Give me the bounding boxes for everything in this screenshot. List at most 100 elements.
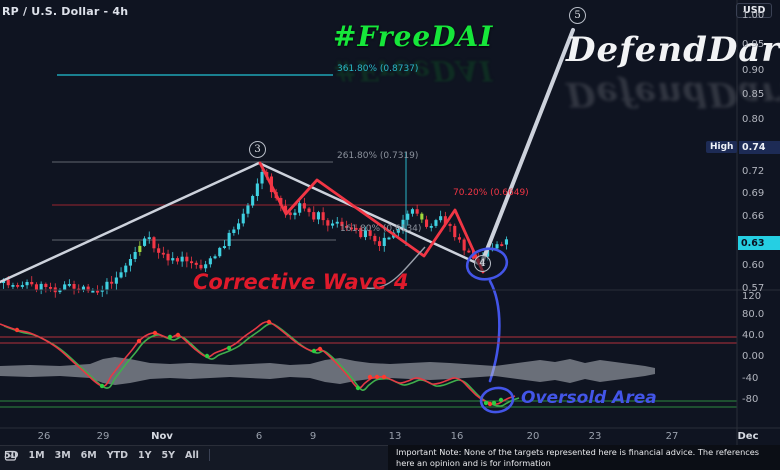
- axis-tick: 0.90: [742, 65, 765, 76]
- candle-body: [251, 196, 255, 206]
- candle-body: [312, 212, 316, 220]
- candle-body: [457, 237, 461, 240]
- oscillator-green-dot: [355, 385, 361, 391]
- candle-body: [143, 238, 147, 246]
- candle-body: [49, 287, 53, 289]
- oscillator-red-dot: [152, 330, 158, 336]
- candle-body: [72, 284, 76, 289]
- candle-body: [86, 286, 90, 291]
- range-button-3m[interactable]: 3M: [54, 449, 71, 461]
- range-button-1y[interactable]: 1Y: [137, 449, 152, 461]
- fib-label: 161.80% (0.6134): [340, 224, 422, 234]
- candle-body: [67, 284, 71, 286]
- candle-body: [359, 228, 363, 238]
- candle-body: [448, 224, 452, 226]
- candle-body: [378, 241, 382, 246]
- candle-body: [387, 237, 391, 240]
- hashtag-watermark: #FreeDAI: [333, 20, 494, 53]
- chart-canvas[interactable]: [0, 0, 780, 445]
- range-button-1m[interactable]: 1M: [28, 449, 45, 461]
- candle-body: [500, 244, 504, 246]
- disclaimer-line1: Important Note: None of the targets repr…: [396, 447, 760, 468]
- candle-body: [307, 208, 311, 213]
- candle-body: [354, 228, 358, 230]
- range-button-all[interactable]: All: [184, 449, 199, 461]
- candle-body: [232, 229, 236, 233]
- axis-tick: 0.85: [742, 89, 765, 100]
- candle-body: [128, 259, 132, 266]
- axis-tick: 0.00: [742, 351, 765, 362]
- corrective-zigzag: [258, 161, 485, 274]
- candle-body: [6, 279, 10, 286]
- candle-body: [434, 220, 438, 226]
- time-tick: 16: [450, 431, 464, 442]
- candle-body: [110, 281, 114, 284]
- candle-body: [81, 286, 85, 291]
- candle-body: [255, 183, 259, 196]
- candle-body: [11, 285, 15, 287]
- candle-body: [39, 283, 43, 291]
- corrective-pointer-line: [365, 246, 426, 289]
- wave-5-label: 5: [569, 7, 586, 24]
- candle-body: [157, 248, 161, 253]
- time-tick: 20: [526, 431, 540, 442]
- currency-button[interactable]: USD: [736, 3, 773, 18]
- candle-body: [368, 230, 372, 236]
- target-trendline: [479, 28, 575, 267]
- axis-tick: -40: [742, 373, 759, 384]
- high-badge: High: [706, 141, 738, 153]
- time-tick: 23: [588, 431, 602, 442]
- oscillator-red-dot: [317, 346, 323, 352]
- candle-body: [152, 237, 156, 249]
- oscillator-red-dot: [374, 374, 380, 380]
- high-value: 0.74: [739, 141, 780, 154]
- candle-body: [415, 209, 419, 214]
- axis-tick: 0.72: [742, 166, 765, 177]
- candle-body: [204, 264, 208, 269]
- disclaimer: Important Note: None of the targets repr…: [388, 445, 780, 470]
- range-button-6m[interactable]: 6M: [80, 449, 97, 461]
- candle-body: [293, 212, 297, 216]
- candle-body: [326, 220, 330, 226]
- candle-body: [288, 212, 292, 216]
- fib-label: 361.80% (0.8737): [337, 64, 419, 74]
- candle-body: [58, 289, 62, 293]
- candle-body: [396, 229, 400, 233]
- axis-tick: 0.66: [742, 211, 765, 222]
- signature-watermark: DefendDark: [566, 30, 780, 70]
- candle-body: [284, 205, 288, 213]
- candle-body: [246, 205, 250, 214]
- axis-tick: 80.0: [742, 309, 765, 320]
- time-tick: 6: [255, 431, 263, 442]
- candle-body: [453, 225, 457, 238]
- time-tick: 9: [309, 431, 317, 442]
- candle-body: [345, 226, 349, 228]
- candle-body: [316, 212, 320, 220]
- candle-body: [185, 256, 189, 262]
- range-button-ytd[interactable]: YTD: [106, 449, 128, 461]
- candle-body: [218, 247, 222, 257]
- candle-body: [335, 221, 339, 224]
- time-tick: 29: [96, 431, 110, 442]
- candle-body: [175, 258, 179, 262]
- oscillator-red-dot: [14, 327, 20, 333]
- range-button-5y[interactable]: 5Y: [161, 449, 175, 461]
- candle-body: [420, 213, 424, 220]
- candle-body: [124, 265, 128, 273]
- oscillator-green-dot: [99, 383, 105, 389]
- candle-body: [138, 245, 142, 252]
- oscillator-red-line: [0, 320, 516, 405]
- fib-label: 261.80% (0.7319): [337, 151, 419, 161]
- time-tick: Dec: [737, 431, 759, 442]
- axis-tick: 1.00: [742, 10, 765, 21]
- candle-body: [260, 172, 264, 184]
- oscillator-green-dot: [226, 345, 232, 351]
- wave-3-label: 3: [249, 141, 266, 158]
- candle-body: [180, 256, 184, 262]
- range-button-5d[interactable]: 5D: [4, 449, 19, 461]
- disclaimer-line2: purposes only. It is not intended to be …: [396, 468, 780, 470]
- oscillator-green-dot: [311, 348, 317, 354]
- oscillator-green-dot: [204, 353, 210, 359]
- oscillator-red-dot: [175, 332, 181, 338]
